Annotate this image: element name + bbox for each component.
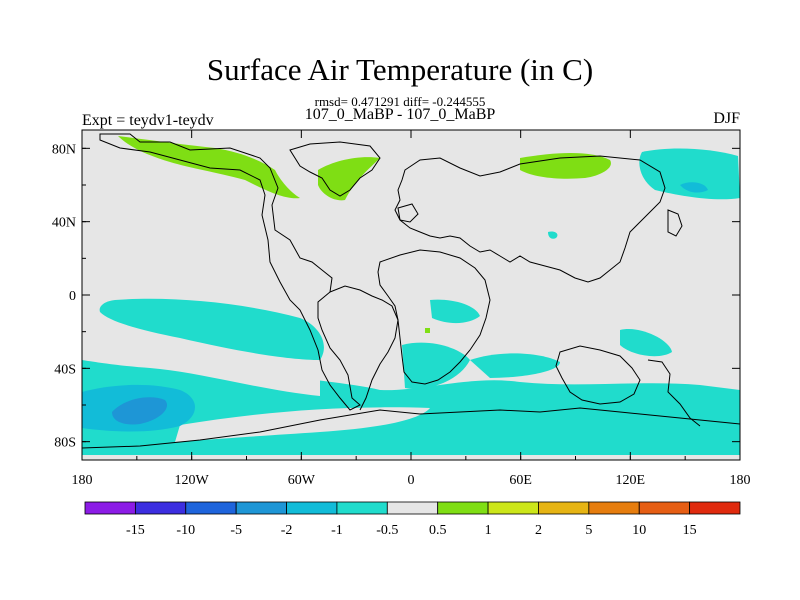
anomaly-green-alaska [118, 136, 300, 199]
anomaly-indian-ocean [470, 353, 560, 378]
x-axis-ticks: 180 120W 60W 0 60E 120E 180 [72, 130, 751, 488]
colorbar-label: 2 [535, 523, 542, 538]
colorbar-box [487, 501, 539, 515]
colorbar-box [386, 501, 439, 515]
anomaly-south-pacific [99, 298, 324, 360]
colorbar-label: 10 [632, 523, 646, 538]
x-tick-label: 60W [288, 473, 316, 488]
y-tick-label: 80N [52, 142, 76, 157]
colorbar-box [689, 501, 741, 515]
colorbar-label: -0.5 [376, 523, 398, 538]
colorbar-label: -15 [126, 523, 145, 538]
colorbar-box [538, 501, 590, 515]
coastline-eurasia [394, 155, 666, 283]
y-tick-label: 40N [52, 216, 76, 231]
y-tick-label: 40S [54, 362, 76, 377]
colorbar: -15 -10 -5 -2 -1 -0.5 0.5 1 2 5 10 15 [84, 501, 741, 538]
anomaly-patch-asia [548, 231, 558, 239]
anomaly-gap-1 [82, 345, 320, 396]
colorbar-box [437, 501, 489, 515]
coastline-maritime [647, 359, 701, 427]
coastline-antarctica [82, 407, 740, 449]
season-label: DJF [713, 110, 740, 127]
subtitle: 107_0_MaBP - 107_0_MaBP [304, 106, 496, 123]
x-tick-label: 60E [509, 473, 532, 488]
colorbar-box [134, 501, 187, 515]
coastline-greenland [289, 141, 381, 197]
coastline-australia [555, 345, 641, 405]
colorbar-label: 0.5 [429, 523, 447, 538]
anomaly-north-pacific-core [680, 182, 708, 193]
coastline-africa [377, 249, 491, 385]
coastline-uk [397, 203, 419, 223]
anomaly-australia-east [620, 329, 672, 357]
colorbar-label: -10 [176, 523, 195, 538]
colorbar-label: -1 [331, 523, 343, 538]
x-tick-label: 120W [175, 473, 210, 488]
anomaly-green-greenland [318, 157, 380, 201]
anomaly-south-africa [402, 342, 470, 389]
y-tick-label: 0 [69, 289, 76, 304]
chart-title: Surface Air Temperature (in C) [206, 52, 594, 87]
colorbar-label: 15 [683, 523, 697, 538]
anomaly-core-darkest [112, 397, 168, 425]
colorbar-label: -5 [230, 523, 242, 538]
anomaly-patch-africa [425, 328, 430, 333]
y-axis-ticks: 80N 40N 0 40S 80S [52, 142, 740, 451]
anomaly-south-atlantic [430, 299, 480, 324]
coastlines [82, 133, 740, 449]
experiment-label: Expt = teydv1-teydv [82, 112, 214, 129]
colorbar-box [185, 501, 237, 515]
colorbar-label: 1 [485, 523, 492, 538]
coastline-north-america [99, 133, 361, 411]
colorbar-label: 5 [585, 523, 592, 538]
colorbar-box [286, 501, 338, 515]
colorbar-box [235, 501, 287, 515]
colorbar-box [588, 501, 640, 515]
colorbar-box [638, 501, 691, 515]
anomaly-gap-2 [175, 407, 430, 442]
x-tick-label: 0 [408, 473, 415, 488]
colorbar-label: -2 [281, 523, 293, 538]
x-tick-label: 120E [616, 473, 646, 488]
stats-line: rmsd= 0.471291 diff= -0.244555 [314, 94, 486, 109]
colorbar-box [336, 501, 388, 515]
colorbar-box [84, 501, 136, 515]
coastline-japan [667, 209, 683, 237]
y-tick-label: 80S [54, 436, 76, 451]
anomaly-green-siberia [520, 153, 611, 179]
x-tick-label: 180 [730, 473, 751, 488]
x-tick-label: 180 [72, 473, 93, 488]
